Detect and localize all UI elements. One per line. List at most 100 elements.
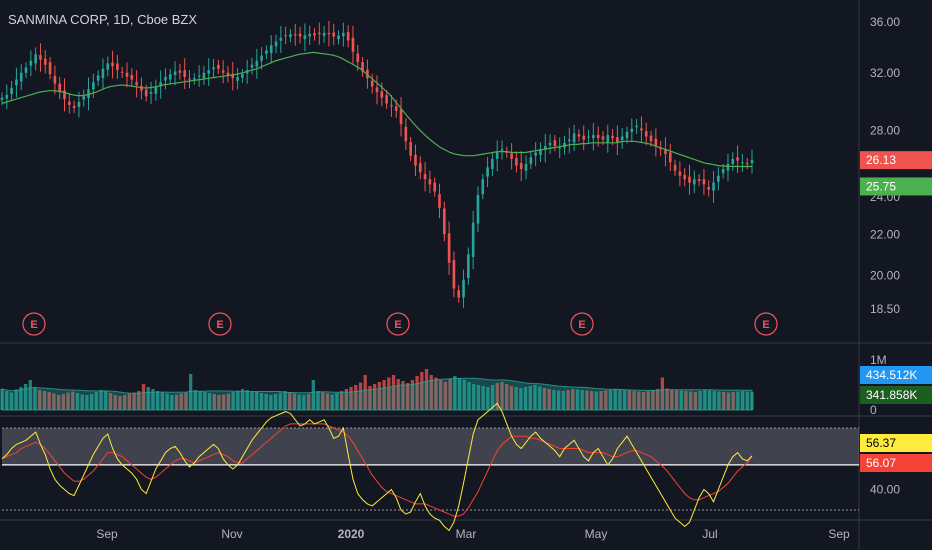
earnings-marker[interactable]: E xyxy=(208,312,232,336)
candle-body xyxy=(279,37,283,41)
volume-bar xyxy=(712,391,716,410)
volume-bar xyxy=(23,384,28,410)
price-candles xyxy=(0,21,754,308)
volume-bar xyxy=(420,372,424,410)
candle-body xyxy=(582,135,586,140)
volume-bar xyxy=(288,392,292,410)
time-tick-label: 2020 xyxy=(338,527,365,541)
rsi-axis[interactable]: 40.00 xyxy=(870,483,900,497)
volume-bar xyxy=(137,391,141,410)
candle-body xyxy=(442,208,446,235)
price-tick-label: 28.00 xyxy=(870,123,900,137)
volume-bar xyxy=(269,395,273,410)
candle-body xyxy=(29,60,33,66)
candle-body xyxy=(640,128,643,131)
volume-bar xyxy=(47,392,51,410)
volume-bar xyxy=(292,393,297,410)
volume-bar xyxy=(184,392,188,410)
volume-bar xyxy=(698,391,702,410)
candle-body xyxy=(726,163,730,171)
volume-bar xyxy=(160,392,165,410)
candle-body xyxy=(43,58,47,65)
candle-body xyxy=(683,174,687,180)
volume-bar xyxy=(500,382,504,410)
candle-body xyxy=(707,186,711,190)
earnings-marker[interactable]: E xyxy=(22,312,46,336)
volume-bar xyxy=(203,392,207,410)
volume-bar xyxy=(533,385,537,410)
candle-body xyxy=(106,63,110,70)
volume-bar xyxy=(354,385,358,410)
candle-body xyxy=(241,74,244,78)
volume-bar xyxy=(42,391,47,410)
volume-axis[interactable]: 1M 0 xyxy=(870,353,887,417)
candle-body xyxy=(577,134,581,137)
volume-bar xyxy=(505,384,509,410)
volume-bar xyxy=(174,394,179,410)
volume-bar xyxy=(495,383,499,410)
rsi-line xyxy=(1,402,753,532)
volume-bar xyxy=(594,391,598,410)
volume-bar xyxy=(104,391,108,410)
earnings-marker[interactable]: E xyxy=(754,312,778,336)
candle-body xyxy=(712,182,715,191)
candle-body xyxy=(654,138,658,147)
volume-bar xyxy=(632,391,636,410)
candle-body xyxy=(736,157,739,161)
earnings-marker[interactable]: E xyxy=(570,312,594,336)
candle-body xyxy=(399,109,403,125)
volume-bar xyxy=(731,392,735,410)
volume-bar xyxy=(311,380,315,410)
volume-bar xyxy=(613,389,617,410)
volume-bar xyxy=(226,393,231,410)
candle-body xyxy=(601,136,605,140)
volume-bar xyxy=(132,392,136,410)
volume-bar xyxy=(745,391,749,410)
candle-body xyxy=(616,137,619,143)
candle-body xyxy=(351,37,355,52)
candle-body xyxy=(510,153,513,159)
volume-bar xyxy=(5,391,9,410)
volume-bar xyxy=(151,389,155,410)
volume-value-tag: 341.858K xyxy=(860,386,932,404)
candle-body xyxy=(596,134,600,139)
volume-bar xyxy=(146,387,150,410)
volume-bar xyxy=(127,393,131,410)
rsi-ma-line xyxy=(1,423,753,517)
time-axis[interactable]: Sep Nov 2020 Mar May Jul Sep xyxy=(96,527,850,541)
candle-body xyxy=(82,96,86,100)
volume-bar xyxy=(358,382,363,410)
candle-body xyxy=(140,85,143,91)
volume-ma-tag: 434.512K xyxy=(860,366,932,384)
candle-body xyxy=(34,54,37,64)
volume-bar xyxy=(306,394,311,410)
volume-bar xyxy=(193,390,198,410)
volume-bar xyxy=(519,388,523,410)
candle-body xyxy=(370,80,374,87)
volume-bar xyxy=(580,390,584,410)
candle-body xyxy=(644,131,648,137)
candle-body xyxy=(154,86,158,94)
ma-value-tag-text: 25.75 xyxy=(866,179,896,193)
time-tick-label: Nov xyxy=(221,527,242,541)
volume-bar xyxy=(646,391,650,410)
earnings-marker[interactable]: E xyxy=(386,312,410,336)
volume-bar xyxy=(391,375,396,410)
candle-body xyxy=(731,158,735,164)
volume-bar xyxy=(94,392,98,410)
volume-bar xyxy=(443,382,448,410)
candle-body xyxy=(375,87,379,93)
candle-body xyxy=(269,45,273,54)
candle-body xyxy=(630,128,634,132)
candle-body xyxy=(173,71,177,75)
candle-body xyxy=(0,97,4,100)
volume-bar xyxy=(165,393,169,410)
volume-ma-tag-text: 434.512K xyxy=(866,368,917,382)
volume-bar xyxy=(179,393,183,410)
candle-body xyxy=(217,64,220,69)
volume-bar xyxy=(189,374,193,410)
candle-body xyxy=(717,175,720,182)
volume-bar xyxy=(396,379,400,410)
